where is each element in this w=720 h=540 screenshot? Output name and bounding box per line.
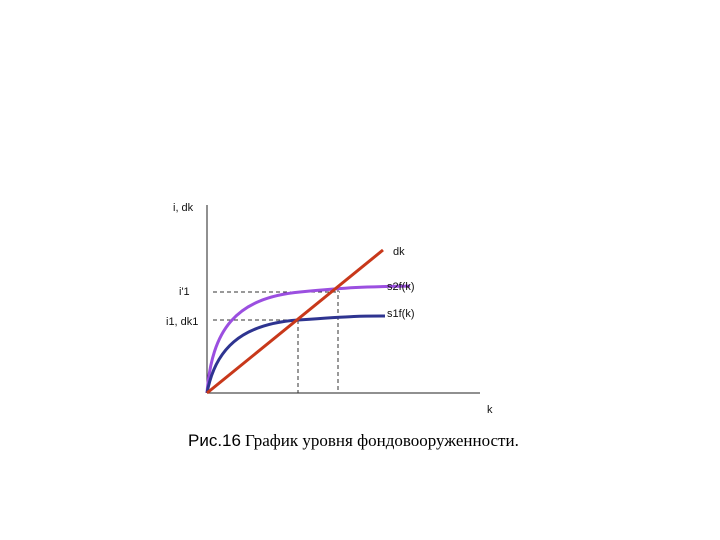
line-label: dk	[393, 246, 405, 258]
upper-curve	[205, 284, 411, 394]
y-axis-label: i, dk	[173, 202, 194, 214]
caption: Рис.16 График уровня фондовооруженности.	[188, 431, 519, 450]
upper-curve-label: s2f(k)	[387, 281, 415, 293]
x-axis-label: k	[487, 404, 493, 416]
guides	[213, 288, 340, 393]
lower-level-label: i1, dk1	[166, 316, 198, 328]
upper-level-label: i'1	[179, 286, 190, 298]
caption-text: График уровня фондовооруженности.	[245, 431, 519, 450]
caption-number: Рис.16	[188, 431, 241, 450]
lower-curve-label: s1f(k)	[387, 308, 415, 320]
depreciation-line	[206, 248, 384, 395]
